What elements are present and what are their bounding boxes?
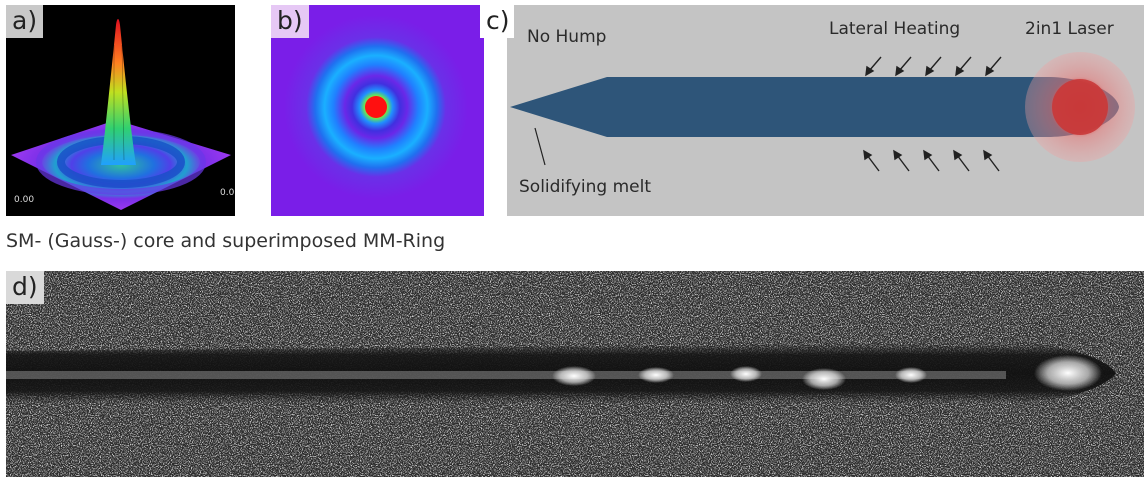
laser-interaction-zone (1034, 355, 1102, 391)
bright-spot (552, 366, 596, 386)
bright-spot (802, 368, 846, 390)
bright-spot (730, 366, 762, 382)
melt-track-photo (6, 271, 1144, 477)
panel-c-label: c) (480, 5, 514, 38)
panel-a-label: a) (6, 5, 44, 38)
melt-pool-diagram (510, 52, 1135, 172)
panel-d-process-image (6, 271, 1144, 477)
lateral-heating-arrows-bottom (863, 149, 1000, 172)
beam-profile-3d-plot (11, 19, 231, 210)
lateral-heating-arrows-top (865, 56, 1002, 77)
figure-caption: SM- (Gauss-) core and superimposed MM-Ri… (6, 230, 446, 252)
bright-spot (895, 367, 927, 383)
panel-d-label: d) (6, 271, 44, 304)
beam-core (365, 96, 387, 118)
tick-label-left: 0.00 (14, 195, 35, 205)
melt-pool-shape (510, 77, 1119, 137)
panel-b-2d-beam-intensity (271, 5, 484, 216)
lateral-heating-label: Lateral Heating (829, 19, 961, 39)
panel-c-melt-pool-schematic: No Hump Lateral Heating 2in1 Laser Solid… (507, 5, 1144, 216)
panel-a-3d-beam-profile: 0.00 0.00 (6, 5, 235, 216)
no-hump-label: No Hump (527, 27, 607, 47)
beam-peak (101, 19, 136, 165)
panel-b-label: b) (271, 5, 309, 38)
laser-label: 2in1 Laser (1025, 19, 1114, 39)
tick-label-right: 0.00 (220, 188, 235, 198)
solidifying-melt-label: Solidifying melt (519, 177, 651, 197)
beam-intensity-map (271, 5, 484, 216)
laser-spot-inner (1052, 79, 1108, 135)
bright-spot (638, 367, 674, 383)
solidifying-melt-pointer (534, 127, 546, 166)
